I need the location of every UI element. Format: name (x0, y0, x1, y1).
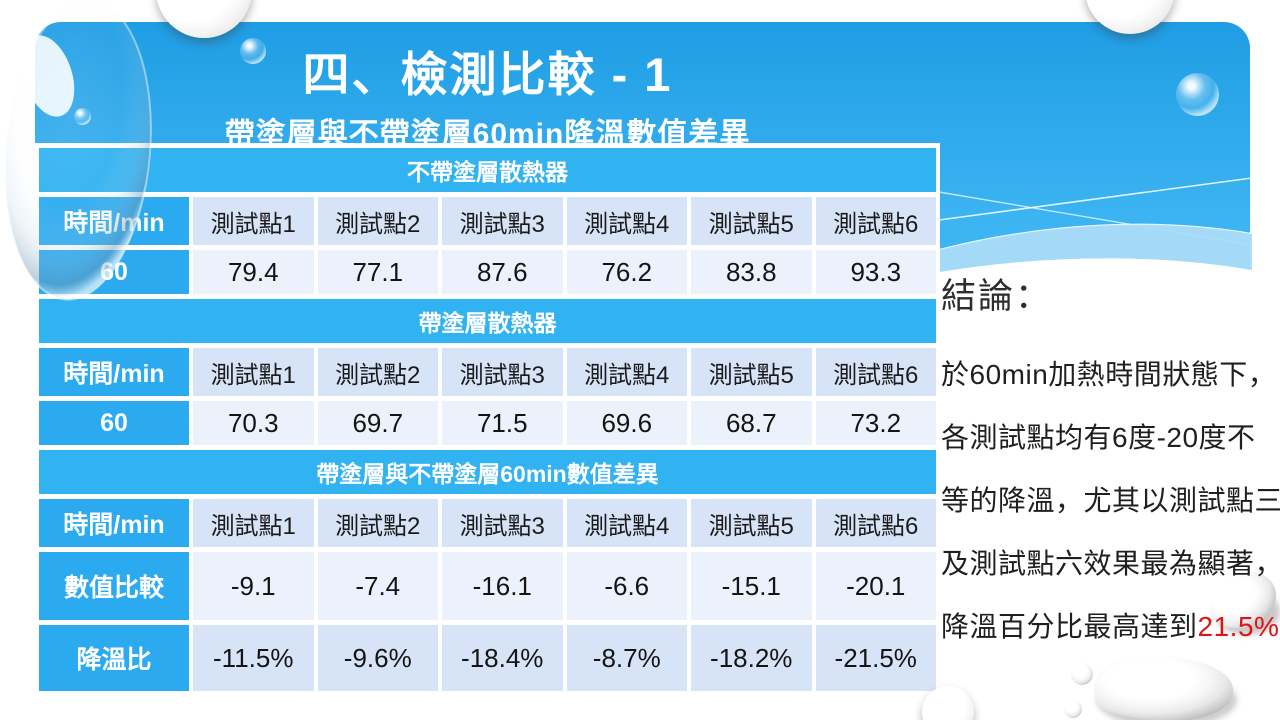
value-cell: -7.4 (317, 552, 438, 620)
conclusion-panel: 結論： 於60min加熱時間狀態下， 各測試點均有6度-20度不 等的降溫，尤其… (941, 268, 1280, 658)
value-cell: 測試點6 (815, 499, 936, 547)
conclusion-title: 結論： (941, 277, 1053, 316)
value-cell: 測試點2 (317, 499, 438, 547)
conclusion-highlight: 21.5% (1197, 611, 1280, 642)
conclusion-text: 降溫百分比最高達到 (941, 611, 1198, 642)
water-drop-oval-icon (1210, 571, 1276, 629)
section-band: 帶塗層與不帶塗層60min數值差異 (39, 450, 936, 494)
value-cell: 68.7 (691, 401, 812, 445)
value-cell: 83.8 (691, 250, 812, 294)
conclusion-line: 等的降溫，尤其以測試點三 (941, 485, 1280, 516)
row-label: 數值比較 (39, 552, 189, 620)
water-blob-group-icon (1064, 571, 1280, 720)
value-cell: -16.1 (442, 552, 563, 620)
row-label: 時間/min (39, 348, 189, 396)
value-cell: 87.6 (442, 250, 563, 294)
section-band: 帶塗層散熱器 (39, 299, 936, 343)
value-cell: 測試點4 (566, 197, 687, 245)
value-cell: 69.7 (317, 401, 438, 445)
value-cell: 測試點6 (815, 348, 936, 396)
conclusion-line: 及測試點六效果最為顯著， (941, 548, 1280, 579)
value-cell: -8.7% (566, 625, 687, 691)
banner-text: 四、檢測比較 - 1 帶塗層與不帶塗層60min降溫數值差異 (35, 36, 940, 153)
row-label: 時間/min (39, 499, 189, 547)
value-cell: 測試點5 (691, 499, 812, 547)
value-cell: 測試點2 (317, 197, 438, 245)
value-cell: -6.6 (566, 552, 687, 620)
water-droplet-dot-icon (1071, 663, 1093, 685)
value-cell: -11.5% (193, 625, 314, 691)
value-cell: 測試點1 (193, 499, 314, 547)
value-cell: 77.1 (317, 250, 438, 294)
conclusion-line: 各測試點均有6度-20度不 (941, 422, 1256, 453)
value-cell: -21.5% (815, 625, 936, 691)
value-cell: -18.4% (442, 625, 563, 691)
glass-bubble-right-icon (1176, 73, 1219, 116)
value-cell: 測試點3 (442, 348, 563, 396)
value-cell: 測試點3 (442, 197, 563, 245)
glass-bubble-title-icon (240, 38, 266, 64)
slide-title: 四、檢測比較 - 1 (302, 48, 673, 101)
comparison-table: 不帶塗層散熱器時間/min測試點1測試點2測試點3測試點4測試點5測試點6607… (35, 143, 940, 696)
value-cell: 71.5 (442, 401, 563, 445)
value-cell: 93.3 (815, 250, 936, 294)
conclusion-line: 於60min加熱時間狀態下， (941, 359, 1277, 390)
value-cell: -9.6% (317, 625, 438, 691)
value-cell: 測試點1 (193, 197, 314, 245)
value-cell: 測試點6 (815, 197, 936, 245)
comparison-table-body: 不帶塗層散熱器時間/min測試點1測試點2測試點3測試點4測試點5測試點6607… (39, 148, 936, 691)
value-cell: 69.6 (566, 401, 687, 445)
value-cell: -18.2% (691, 625, 812, 691)
section-band: 不帶塗層散熱器 (39, 148, 936, 192)
value-cell: 79.4 (193, 250, 314, 294)
value-cell: 測試點5 (691, 348, 812, 396)
value-cell: 測試點4 (566, 499, 687, 547)
row-label: 降溫比 (39, 625, 189, 691)
water-droplet-dot-icon (1064, 700, 1082, 718)
value-cell: 測試點4 (566, 348, 687, 396)
value-cell: 73.2 (815, 401, 936, 445)
water-blob-icon (1094, 655, 1234, 720)
wave-decoration-icon (939, 177, 1252, 315)
value-cell: 測試點1 (193, 348, 314, 396)
value-cell: 測試點5 (691, 197, 812, 245)
water-drop-corner-icon (922, 686, 974, 720)
value-cell: -15.1 (691, 552, 812, 620)
value-cell: -20.1 (815, 552, 936, 620)
glass-bubble-tiny-icon (74, 108, 91, 125)
row-label: 60 (39, 401, 189, 445)
value-cell: 測試點3 (442, 499, 563, 547)
value-cell: 測試點2 (317, 348, 438, 396)
value-cell: 70.3 (193, 401, 314, 445)
conclusion-body: 於60min加熱時間狀態下， 各測試點均有6度-20度不 等的降溫，尤其以測試點… (941, 343, 1280, 658)
water-drop-large-icon (4, 0, 152, 301)
conclusion-line: 降溫百分比最高達到21.5%。 (941, 595, 1280, 658)
value-cell: 76.2 (566, 250, 687, 294)
value-cell: -9.1 (193, 552, 314, 620)
